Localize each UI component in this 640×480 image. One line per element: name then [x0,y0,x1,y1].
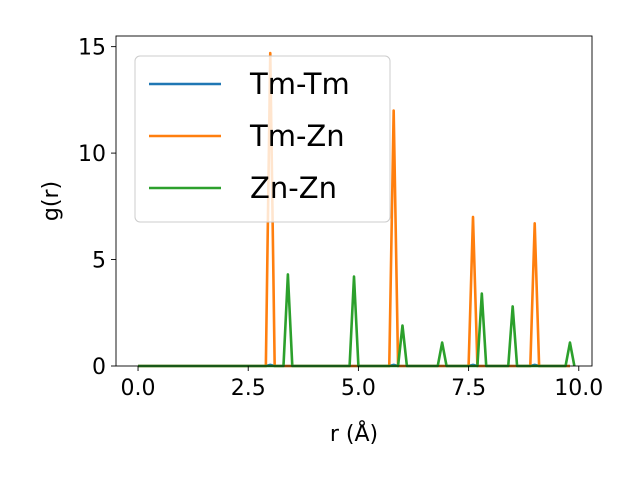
legend-label-tm-tm: Tm-Tm [249,67,350,101]
x-tick-label: 5.0 [341,376,376,401]
series-line-zn-zn [138,273,576,368]
y-tick-label: 0 [92,355,106,380]
x-tick-label: 2.5 [231,376,266,401]
legend-label-zn-zn: Zn-Zn [250,171,337,205]
x-tick-label: 0.0 [121,376,156,401]
x-axis-label: r (Å) [330,420,378,447]
axis-ticks: 0.0 2.5 5.0 7.5 10.0 0 5 10 15 [78,36,603,401]
y-axis-label: g(r) [39,181,64,221]
y-tick-label: 10 [78,142,106,167]
y-tick-label: 5 [92,249,106,274]
legend-box [134,55,391,223]
y-tick-label: 15 [78,36,106,61]
x-tick-label: 10.0 [554,376,603,401]
plot-area-frame [115,35,593,367]
legend-label-tm-zn: Tm-Zn [249,119,345,153]
x-tick-label: 7.5 [451,376,486,401]
legend: Tm-Tm Tm-Zn Zn-Zn [134,55,391,223]
